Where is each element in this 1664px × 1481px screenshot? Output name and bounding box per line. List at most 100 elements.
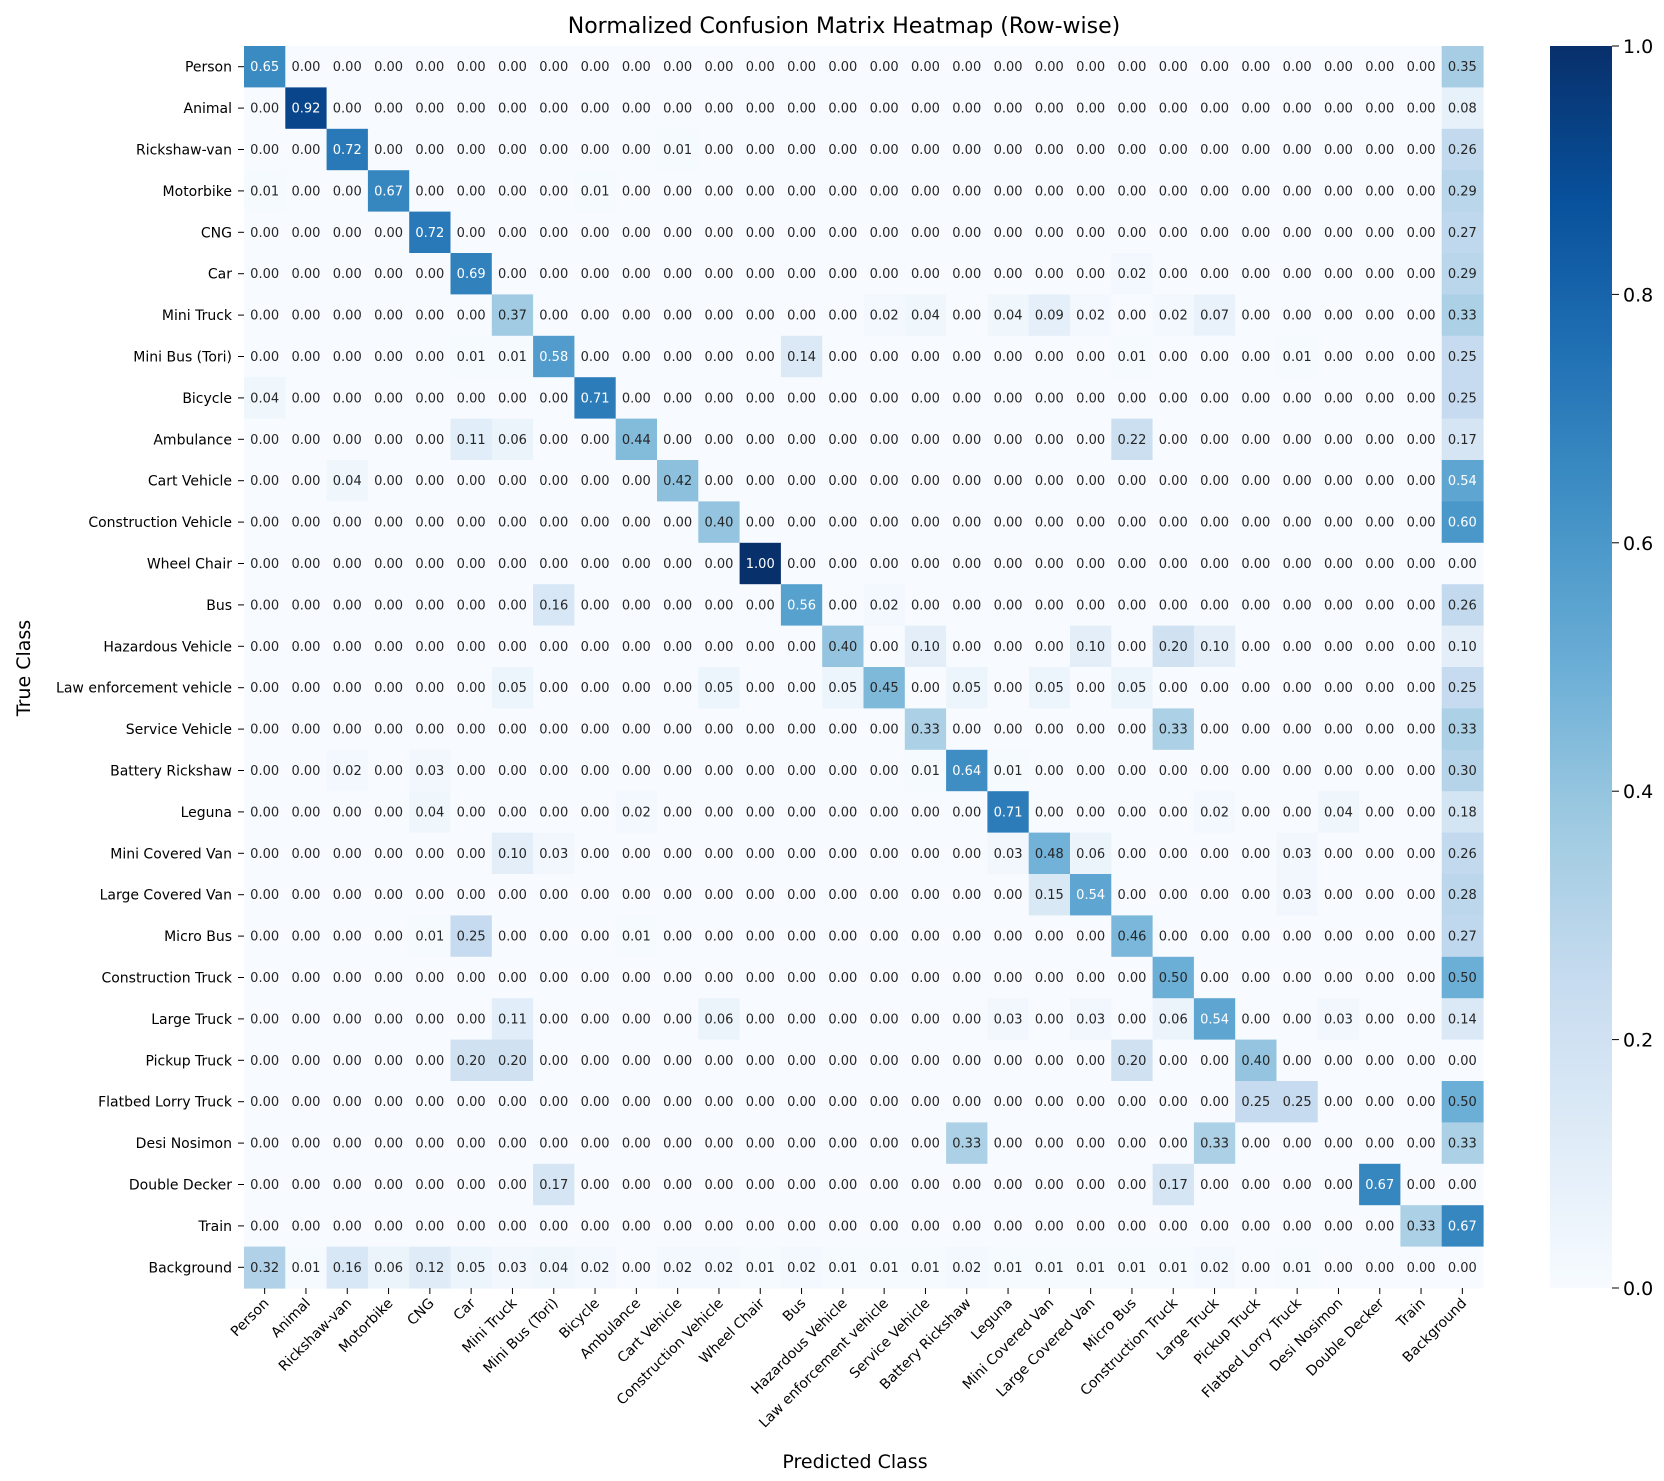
cell-value-label: 0.00	[1035, 143, 1064, 158]
column-tick-label: CNG	[404, 1296, 437, 1329]
heatmap-cell	[285, 667, 328, 709]
heatmap-cell	[698, 1081, 741, 1123]
heatmap-cell	[1317, 1246, 1360, 1289]
cell-value-label: 0.00	[333, 391, 362, 406]
heatmap-cell	[1400, 294, 1443, 337]
cell-value-label: 0.00	[498, 557, 527, 572]
cell-value-label: 0.00	[250, 971, 279, 986]
cell-value-label: 0.00	[704, 598, 733, 613]
heatmap-cell	[533, 418, 575, 461]
cell-value-label: 0.00	[1324, 309, 1353, 324]
cell-value-label: 0.00	[704, 60, 733, 75]
cell-value-label: 0.00	[1365, 474, 1394, 489]
cell-value-label: 0.00	[1324, 184, 1353, 199]
heatmap-cell	[987, 460, 1030, 502]
row-tick-label: Leguna	[181, 805, 232, 821]
heatmap-cell	[822, 128, 865, 171]
heatmap-cell	[1359, 1039, 1401, 1082]
heatmap-cell	[1028, 170, 1071, 213]
cell-value-label: 0.00	[457, 598, 486, 613]
cell-value-label: 0.01	[911, 764, 940, 779]
cell-value-label: 0.00	[870, 723, 899, 738]
row-tick-label: Car	[208, 267, 232, 283]
heatmap-cell	[1070, 294, 1112, 337]
heatmap-cell	[574, 832, 617, 875]
cell-value-label: 0.00	[787, 309, 816, 324]
cell-value-label: 0.00	[291, 391, 320, 406]
heatmap-cell	[863, 253, 906, 295]
heatmap-cell	[533, 46, 575, 88]
heatmap-cell	[1070, 128, 1112, 171]
heatmap-cell	[615, 418, 658, 461]
cell-value-label: 0.00	[1365, 102, 1394, 117]
cell-value-label: 0.03	[415, 764, 444, 779]
heatmap-cell	[533, 294, 575, 337]
heatmap-cell	[1276, 1081, 1319, 1123]
row-tick-label: Flatbed Lorry Truck	[98, 1095, 233, 1111]
heatmap-cell	[657, 874, 699, 916]
cell-value-label: 0.00	[994, 723, 1023, 738]
cell-value-label: 0.45	[870, 681, 899, 696]
heatmap-cell	[367, 1246, 410, 1289]
cell-value-label: 0.00	[787, 1054, 816, 1069]
cell-value-label: 0.00	[539, 1012, 568, 1027]
cell-value-label: 0.00	[1200, 930, 1229, 945]
heatmap-cell	[987, 418, 1030, 461]
cell-value-label: 0.00	[1117, 60, 1146, 75]
heatmap-cell	[904, 667, 947, 709]
cell-value-label: 0.00	[1365, 1095, 1394, 1110]
cell-value-label: 0.00	[1365, 1054, 1394, 1069]
heatmap-cell	[1317, 625, 1360, 668]
row-tick-label: Bicycle	[182, 391, 232, 407]
heatmap-cell	[574, 1205, 617, 1248]
cell-value-label: 0.00	[1076, 474, 1105, 489]
cell-value-label: 0.33	[1448, 309, 1477, 324]
cell-value-label: 0.00	[787, 971, 816, 986]
cell-value-label: 0.00	[1324, 1095, 1353, 1110]
heatmap-cell	[1359, 791, 1401, 834]
cell-value-label: 0.00	[787, 267, 816, 282]
heatmap-cell	[491, 749, 534, 792]
cell-value-label: 0.00	[870, 516, 899, 531]
heatmap-cell	[698, 542, 741, 585]
cell-value-label: 0.02	[1200, 805, 1229, 820]
cell-value-label: 0.00	[539, 1095, 568, 1110]
cell-value-label: 0.00	[746, 1054, 775, 1069]
cell-value-label: 0.00	[1117, 1012, 1146, 1027]
heatmap-cell	[574, 584, 617, 627]
heatmap-cell	[657, 253, 699, 295]
cell-value-label: 0.00	[952, 391, 981, 406]
cell-value-label: 0.00	[787, 1219, 816, 1234]
heatmap-cell	[533, 1081, 575, 1123]
cell-value-label: 0.00	[704, 1054, 733, 1069]
cell-value-label: 0.00	[994, 516, 1023, 531]
heatmap-cell	[491, 1163, 534, 1206]
cell-value-label: 0.00	[374, 267, 403, 282]
heatmap-cell	[946, 708, 988, 751]
heatmap-cell	[1235, 791, 1278, 834]
cell-value-label: 0.00	[952, 184, 981, 199]
heatmap-cell	[367, 377, 410, 420]
heatmap-cell	[1193, 211, 1236, 254]
cell-value-label: 0.00	[333, 226, 362, 241]
heatmap-cell	[1193, 708, 1236, 751]
heatmap-cell	[615, 460, 658, 502]
heatmap-cell	[450, 335, 493, 378]
heatmap-cell	[657, 584, 699, 627]
cell-value-label: 0.01	[828, 1261, 857, 1276]
cell-value-label: 0.00	[1324, 474, 1353, 489]
cell-value-label: 0.05	[1035, 681, 1064, 696]
cell-value-label: 0.00	[415, 888, 444, 903]
heatmap-cell	[863, 170, 906, 213]
cell-value-label: 0.06	[704, 1012, 733, 1027]
heatmap-cell	[1359, 418, 1401, 461]
heatmap-cell	[1317, 170, 1360, 213]
heatmap-cell	[409, 667, 452, 709]
heatmap-cell	[739, 791, 782, 834]
cell-value-label: 0.00	[746, 764, 775, 779]
cell-value-label: 0.30	[1448, 764, 1477, 779]
cell-value-label: 0.00	[952, 226, 981, 241]
cell-value-label: 0.10	[1076, 640, 1105, 655]
cell-value-label: 0.65	[250, 60, 279, 75]
heatmap-cell	[698, 128, 741, 171]
